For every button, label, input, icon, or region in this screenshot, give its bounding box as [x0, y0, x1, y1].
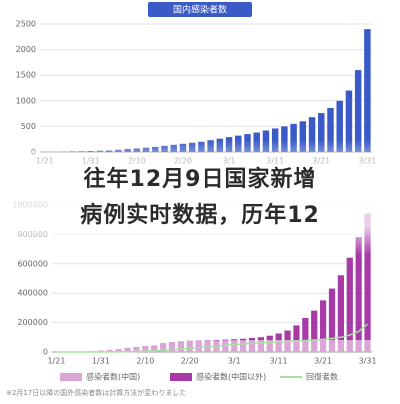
bar: [267, 336, 273, 340]
bar: [302, 340, 308, 352]
bar: [240, 340, 246, 352]
bar: [338, 340, 344, 352]
footnote: ※2月17日以降の国外感染者数は計算方法が変わりました: [6, 388, 186, 397]
x-tick-label: 3/21: [314, 357, 332, 366]
bar: [276, 333, 282, 340]
x-tick-label: 2/20: [181, 357, 199, 366]
bar: [258, 337, 264, 340]
bar: [231, 339, 237, 340]
bar: [240, 339, 246, 340]
legend-swatch: [60, 373, 82, 381]
bar: [178, 341, 184, 352]
chart-title: 国内感染者数: [173, 4, 227, 16]
y-tick-label: 500: [21, 122, 36, 131]
bar: [364, 29, 370, 152]
y-tick-label: 0: [43, 348, 48, 357]
bar: [293, 340, 299, 352]
bar: [302, 318, 308, 340]
x-tick-label: 2/10: [136, 357, 154, 366]
y-tick-label: 400000: [17, 289, 48, 298]
y-tick-label: 1000: [16, 96, 36, 105]
bar: [231, 340, 237, 352]
bar: [356, 340, 362, 352]
bar: [249, 338, 255, 340]
bar: [364, 340, 370, 352]
x-tick-label: 3/31: [359, 357, 377, 366]
headline: 往年12月9日国家新增: [84, 166, 317, 192]
bar: [187, 341, 193, 352]
x-tick-label: 1/31: [92, 357, 110, 366]
bar: [347, 340, 353, 352]
bar: [222, 340, 228, 341]
y-tick-label: 200000: [17, 318, 48, 327]
bar: [284, 331, 290, 341]
bar: [311, 311, 317, 340]
bar: [213, 340, 219, 341]
legend-label: 回復者数: [306, 372, 338, 382]
bar: [329, 340, 335, 352]
y-tick-label: 2000: [16, 45, 36, 54]
bar: [293, 325, 299, 340]
bar: [196, 341, 202, 352]
y-tick-label: 1500: [16, 71, 36, 80]
overlay: [0, 140, 400, 255]
legend-label: 感染者数(中国): [86, 372, 140, 382]
x-tick-label: 1/21: [47, 357, 65, 366]
bar: [311, 340, 317, 352]
y-tick-label: 2500: [16, 20, 36, 29]
bar: [338, 275, 344, 340]
x-tick-label: 3/1: [228, 357, 241, 366]
y-tick-label: 600000: [17, 259, 48, 268]
legend-label: 感染者数(中国以外): [196, 372, 266, 382]
bar: [347, 258, 353, 340]
bar: [329, 289, 335, 340]
bar: [355, 70, 361, 152]
bar: [320, 340, 326, 352]
headline: 病例实时数据，历年12: [80, 202, 320, 228]
x-tick-label: 3/11: [270, 357, 288, 366]
legend-swatch: [170, 373, 192, 381]
bar: [249, 340, 255, 352]
bar: [320, 300, 326, 340]
